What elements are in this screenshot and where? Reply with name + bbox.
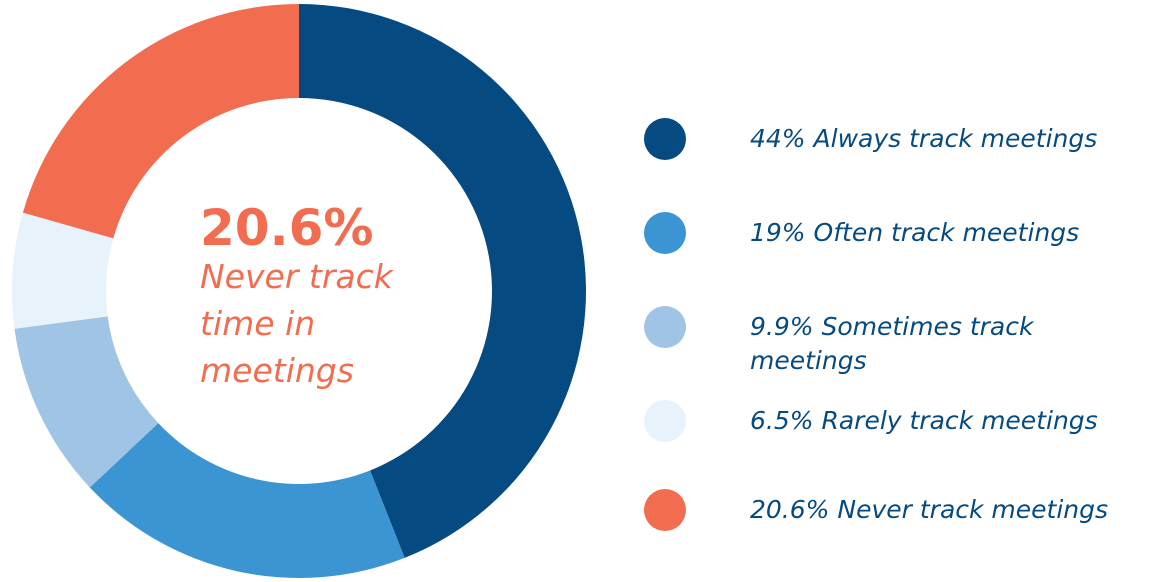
- donut-segment: [22, 4, 299, 239]
- legend-value: 9.9%: [750, 312, 814, 341]
- legend-entry: 9.9% Sometimes track meetings: [750, 310, 1145, 378]
- donut-segment: [12, 212, 114, 329]
- legend-swatch: [644, 306, 686, 348]
- legend-swatch: [644, 400, 686, 442]
- legend-entry: 19% Often track meetings: [750, 216, 1145, 250]
- legend-value: 44%: [750, 124, 806, 153]
- center-text: Never track: [200, 257, 395, 296]
- legend-value: 19%: [750, 218, 806, 247]
- legend-value: 20.6%: [750, 495, 830, 524]
- legend-swatch: [644, 489, 686, 531]
- center-value: 20.6%: [200, 199, 373, 257]
- donut-segment: [14, 316, 159, 488]
- legend-label: Always track meetings: [813, 124, 1098, 153]
- legend-entry: 44% Always track meetings: [750, 122, 1145, 156]
- legend-value: 6.5%: [750, 406, 814, 435]
- donut-segment: [89, 423, 405, 578]
- legend-label: Often track meetings: [813, 218, 1080, 247]
- legend-swatch: [644, 212, 686, 254]
- center-text: time in: [200, 304, 315, 343]
- legend-label: Never track meetings: [837, 495, 1109, 524]
- donut-segment: [299, 4, 586, 558]
- legend-label: Rarely track meetings: [821, 406, 1098, 435]
- legend-swatch: [644, 118, 686, 160]
- legend-entry: 6.5% Rarely track meetings: [750, 404, 1145, 438]
- center-text: meetings: [200, 351, 354, 390]
- legend-label: Sometimes track meetings: [750, 312, 1034, 375]
- legend-entry: 20.6% Never track meetings: [750, 493, 1145, 527]
